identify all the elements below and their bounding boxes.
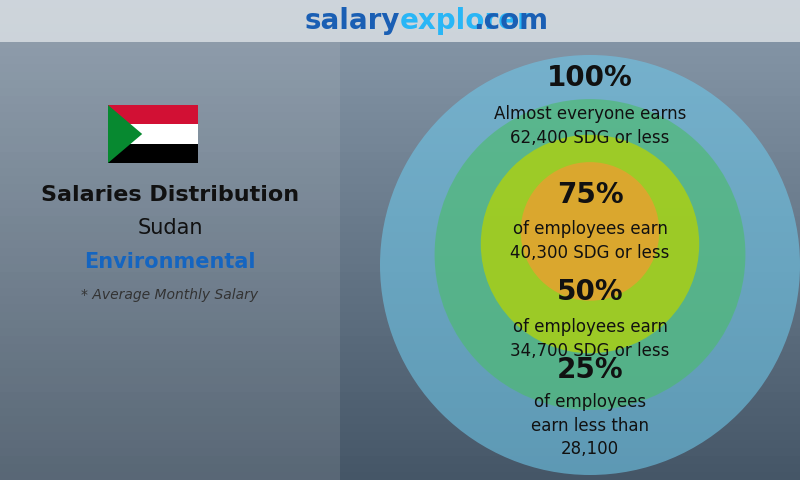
Polygon shape bbox=[108, 105, 142, 163]
Bar bbox=[0, 200, 800, 208]
Bar bbox=[0, 32, 800, 40]
Bar bbox=[0, 88, 800, 96]
Bar bbox=[0, 448, 800, 456]
Bar bbox=[0, 424, 800, 432]
Bar bbox=[0, 42, 340, 480]
Text: .com: .com bbox=[473, 7, 548, 35]
Bar bbox=[0, 264, 800, 272]
Bar bbox=[0, 176, 800, 184]
Bar bbox=[0, 472, 800, 480]
Bar bbox=[0, 360, 800, 368]
Circle shape bbox=[380, 55, 800, 475]
Bar bbox=[0, 104, 800, 112]
Bar bbox=[0, 160, 800, 168]
Bar bbox=[0, 0, 800, 8]
Bar bbox=[0, 416, 800, 424]
Bar bbox=[0, 320, 800, 328]
Text: of employees
earn less than
28,100: of employees earn less than 28,100 bbox=[531, 393, 649, 458]
Text: Salaries Distribution: Salaries Distribution bbox=[41, 185, 299, 205]
Bar bbox=[0, 296, 800, 304]
Bar bbox=[0, 392, 800, 400]
Bar bbox=[0, 8, 800, 16]
Bar bbox=[0, 400, 800, 408]
Text: of employees earn
40,300 SDG or less: of employees earn 40,300 SDG or less bbox=[510, 220, 670, 262]
Bar bbox=[0, 232, 800, 240]
Bar bbox=[0, 328, 800, 336]
Bar bbox=[0, 432, 800, 440]
Text: of employees earn
34,700 SDG or less: of employees earn 34,700 SDG or less bbox=[510, 318, 670, 360]
Bar bbox=[0, 240, 800, 248]
Bar bbox=[0, 408, 800, 416]
Bar bbox=[0, 120, 800, 128]
Bar bbox=[0, 144, 800, 152]
Text: salary: salary bbox=[305, 7, 400, 35]
Bar bbox=[0, 152, 800, 160]
Text: * Average Monthly Salary: * Average Monthly Salary bbox=[82, 288, 258, 302]
Text: 25%: 25% bbox=[557, 356, 623, 384]
Bar bbox=[0, 56, 800, 64]
Bar bbox=[0, 0, 800, 42]
Bar bbox=[0, 376, 800, 384]
Bar bbox=[0, 352, 800, 360]
Bar bbox=[0, 128, 800, 136]
Bar bbox=[0, 48, 800, 56]
Circle shape bbox=[481, 135, 699, 353]
Bar bbox=[0, 456, 800, 464]
Bar bbox=[0, 96, 800, 104]
Bar bbox=[0, 80, 800, 88]
Bar bbox=[0, 112, 800, 120]
Bar bbox=[0, 256, 800, 264]
Bar bbox=[0, 168, 800, 176]
Bar bbox=[0, 224, 800, 232]
Circle shape bbox=[521, 162, 659, 300]
Circle shape bbox=[434, 99, 746, 410]
Bar bbox=[0, 248, 800, 256]
Bar bbox=[0, 344, 800, 352]
Bar bbox=[0, 368, 800, 376]
Text: 75%: 75% bbox=[557, 181, 623, 209]
Bar bbox=[108, 124, 198, 144]
Text: Almost everyone earns
62,400 SDG or less: Almost everyone earns 62,400 SDG or less bbox=[494, 105, 686, 146]
Bar bbox=[0, 40, 800, 48]
Bar bbox=[0, 384, 800, 392]
Bar bbox=[0, 288, 800, 296]
Bar bbox=[0, 208, 800, 216]
Bar bbox=[0, 216, 800, 224]
Bar bbox=[0, 464, 800, 472]
Bar bbox=[0, 136, 800, 144]
Bar bbox=[0, 192, 800, 200]
Bar bbox=[0, 280, 800, 288]
Bar bbox=[0, 440, 800, 448]
Bar bbox=[0, 24, 800, 32]
Text: Environmental: Environmental bbox=[84, 252, 256, 272]
Text: 50%: 50% bbox=[557, 278, 623, 306]
Bar bbox=[0, 336, 800, 344]
Text: 100%: 100% bbox=[547, 64, 633, 92]
Bar bbox=[0, 16, 800, 24]
Bar bbox=[0, 72, 800, 80]
Bar bbox=[0, 272, 800, 280]
Bar bbox=[0, 64, 800, 72]
Bar bbox=[0, 184, 800, 192]
Bar bbox=[0, 304, 800, 312]
Bar bbox=[108, 144, 198, 163]
Bar bbox=[0, 312, 800, 320]
Bar bbox=[108, 105, 198, 124]
Text: Sudan: Sudan bbox=[138, 218, 202, 238]
Text: explorer: explorer bbox=[400, 7, 532, 35]
